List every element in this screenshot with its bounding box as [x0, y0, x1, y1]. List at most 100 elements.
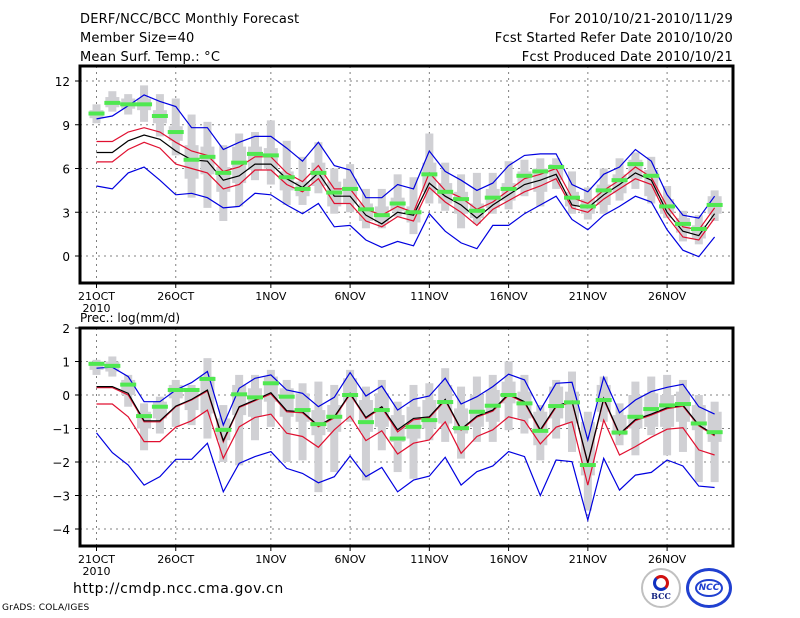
temp-mean-marker — [373, 213, 390, 218]
prec-box-iqr — [390, 415, 405, 442]
temp-box-iqr — [248, 146, 262, 170]
prec-mean-marker — [468, 409, 485, 414]
temp-mean-marker — [278, 175, 295, 180]
temp-mean-marker — [516, 173, 533, 178]
prec-box-whisker — [282, 379, 291, 462]
temp-mean-marker — [468, 208, 485, 213]
prec-mean-marker — [706, 430, 723, 435]
prec-xtick-label: 11NOV — [410, 553, 449, 566]
temp-mean-marker — [643, 173, 660, 178]
prec-mean-marker — [231, 392, 248, 397]
prec-box-whisker — [710, 401, 719, 483]
temp-box-whisker — [409, 177, 418, 235]
temp-mean-marker — [532, 169, 549, 174]
source-url[interactable]: http://cmdp.ncc.cma.gov.cn — [73, 581, 284, 597]
temp-xtick-label: 21NOV — [569, 290, 608, 303]
prec-mean-marker — [579, 463, 596, 468]
forecast-started-date: Fcst Started Refer Date 2010/10/20 — [494, 31, 733, 46]
prec-mean-marker — [310, 422, 327, 427]
prec-box-whisker — [314, 381, 323, 493]
ncc-globe-icon — [695, 579, 723, 597]
prec-ytick-label: −4 — [52, 523, 70, 537]
prec-mean-marker — [690, 421, 707, 426]
prec-mean-marker — [326, 414, 343, 419]
chart-title: DERF/NCC/BCC Monthly Forecast — [80, 12, 300, 27]
prec-mean-marker — [262, 381, 279, 386]
temp-mean-marker — [611, 178, 628, 183]
temp-mean-marker — [231, 160, 248, 165]
prec-mean-marker — [120, 382, 137, 387]
prec-mean-marker — [247, 395, 263, 400]
prec-box-iqr — [343, 378, 358, 402]
temp-mean-marker — [310, 170, 327, 175]
temp-xtick-label: 26OCT — [157, 290, 194, 303]
temp-xtick-label: 11NOV — [410, 290, 449, 303]
prec-mean-marker — [532, 428, 549, 433]
temp-mean-marker — [579, 204, 596, 209]
temp-mean-marker — [199, 154, 216, 159]
prec-lower-inner-line — [96, 403, 715, 486]
variable-label: Mean Surf. Temp.: °C — [80, 50, 221, 65]
temp-mean-marker — [405, 210, 422, 215]
temp-mean-marker — [88, 111, 105, 116]
temp-upper-outer-line — [96, 94, 716, 219]
prec-mean-marker — [453, 426, 470, 431]
temp-ytick-label: 9 — [62, 119, 70, 133]
prec-ytick-label: −2 — [52, 456, 70, 470]
prec-mean-marker — [548, 404, 565, 409]
temp-mean-marker — [389, 201, 406, 206]
prec-mean-marker — [215, 427, 232, 432]
prec-ytick-label: 2 — [62, 322, 70, 336]
member-size-label: Member Size=40 — [80, 31, 195, 46]
prec-chart-title: Prec.: log(mm/d) — [80, 311, 180, 325]
temp-mean-marker — [595, 188, 612, 193]
prec-mean-marker — [136, 414, 153, 419]
prec-xtick-label: 26OCT — [157, 553, 194, 566]
prec-mean-marker — [611, 430, 628, 435]
prec-mean-marker — [437, 400, 454, 405]
prec-ytick-label: −3 — [52, 490, 70, 504]
prec-xtick-label: 21NOV — [569, 553, 608, 566]
temp-mean-marker — [690, 227, 707, 232]
temp-mean-marker — [437, 189, 454, 194]
temp-mean-marker — [136, 102, 153, 107]
prec-mean-marker — [564, 400, 580, 405]
prec-box-iqr — [358, 400, 373, 432]
temp-ytick-label: 12 — [55, 75, 70, 89]
prec-ytick-label: −1 — [52, 423, 70, 437]
prec-box-whisker — [235, 374, 244, 466]
prec-mean-marker — [294, 408, 311, 413]
prec-box-whisker — [171, 379, 180, 427]
prec-mean-marker — [151, 404, 168, 409]
temp-plot-frame — [78, 64, 735, 285]
prec-box-iqr — [533, 411, 548, 446]
temp-mean-marker — [247, 151, 263, 156]
prec-mean-marker — [183, 387, 200, 392]
prec-mean-marker — [674, 402, 691, 407]
prec-mean-marker — [595, 398, 612, 403]
temp-mean-marker — [627, 162, 644, 167]
prec-mean-marker — [659, 403, 676, 408]
temp-mean-marker — [421, 172, 438, 177]
temp-upper-inner-line — [96, 127, 716, 231]
forecast-period: For 2010/10/21-2010/11/29 — [549, 12, 733, 27]
prec-xtick-label: 1NOV — [255, 553, 287, 566]
temp-xtick-label: 1NOV — [255, 290, 287, 303]
prec-xtick-year: 2010 — [83, 565, 111, 578]
prec-mean-marker — [421, 418, 438, 423]
temp-box-whisker — [393, 174, 402, 217]
temp-xtick-label: 16NOV — [489, 290, 528, 303]
prec-box-iqr — [422, 400, 437, 429]
temp-box-iqr — [343, 178, 358, 204]
temp-mean-marker — [659, 204, 676, 209]
prec-mean-marker — [373, 408, 390, 413]
prec-mean-marker — [104, 363, 121, 368]
temp-mean-marker — [151, 114, 168, 118]
temp-mean-marker — [104, 100, 121, 105]
bcc-swirl-icon — [653, 575, 669, 591]
temp-mean-marker — [183, 157, 200, 162]
prec-lower-outer-line — [96, 432, 715, 523]
temp-mean-marker — [564, 195, 580, 200]
prec-plot-frame — [78, 326, 735, 548]
